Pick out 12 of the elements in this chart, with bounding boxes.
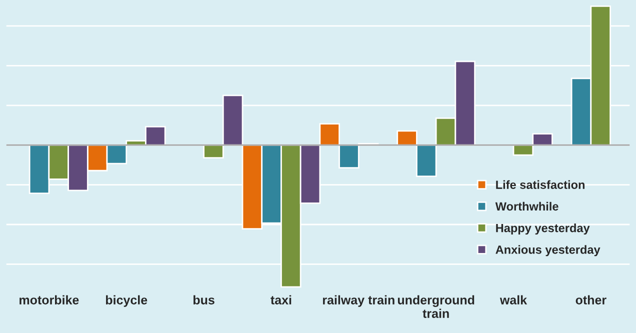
legend-label: Life satisfaction — [496, 180, 584, 189]
x-tick-label: motorbike — [20, 295, 79, 304]
x-tick-label: other — [576, 295, 606, 304]
x-tick-label: taxi — [270, 295, 292, 304]
legend-label: Anxious yesterday — [496, 245, 600, 256]
x-tick-label: bus — [194, 295, 214, 304]
x-tick-label: walk — [500, 295, 528, 304]
legend-label: Worthwhile — [495, 202, 558, 211]
x-tick-label: railway train — [323, 295, 394, 307]
x-tick-label: bicycle — [106, 295, 148, 307]
legend-label: Happy yesterday — [496, 224, 590, 235]
x-tick-label: underground train — [398, 295, 474, 318]
